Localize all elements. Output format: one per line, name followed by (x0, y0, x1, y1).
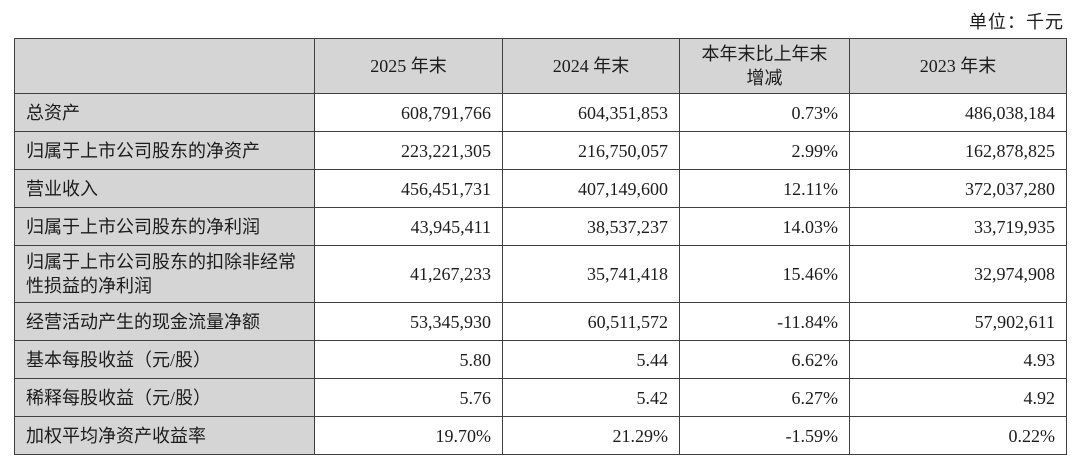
cell-y2024: 604,351,853 (502, 93, 680, 132)
cell-y2025: 608,791,766 (314, 93, 503, 132)
table-row: 归属于上市公司股东的扣除非经常性损益的净利润 41,267,233 35,741,4… (14, 245, 1067, 303)
cell-y2023: 33,719,935 (849, 207, 1067, 246)
table-row: 归属于上市公司股东的净资产 223,221,305 216,750,057 2.99%… (14, 131, 1067, 170)
cell-y2025: 223,221,305 (314, 131, 503, 170)
table-row: 经营活动产生的现金流量净额 53,345,930 60,511,572 -11.84%… (14, 302, 1067, 341)
header-cell-2025: 2025 年末 (314, 38, 503, 94)
header-cell-2023: 2023 年末 (849, 38, 1067, 94)
cell-y2023: 4.92 (849, 378, 1067, 417)
cell-y2025: 19.70% (314, 416, 503, 455)
cell-y2023: 372,037,280 (849, 169, 1067, 208)
cell-y2025: 456,451,731 (314, 169, 503, 208)
table-body: 总资产 608,791,766 604,351,853 0.73% 486,038,18… (14, 93, 1067, 455)
cell-y2025: 5.76 (314, 378, 503, 417)
cell-change: 6.62% (679, 340, 850, 379)
row-label: 总资产 (14, 93, 315, 132)
cell-y2023: 0.22% (849, 416, 1067, 455)
cell-change: -1.59% (679, 416, 850, 455)
table-header: 2025 年末 2024 年末 本年末比上年末增减 2023 年末 (14, 38, 1067, 94)
row-label: 归属于上市公司股东的扣除非经常性损益的净利润 (14, 245, 315, 303)
row-label: 营业收入 (14, 169, 315, 208)
row-label: 归属于上市公司股东的净资产 (14, 131, 315, 170)
header-row: 2025 年末 2024 年末 本年末比上年末增减 2023 年末 (14, 38, 1067, 94)
cell-change: 14.03% (679, 207, 850, 246)
cell-y2024: 216,750,057 (502, 131, 680, 170)
row-label: 基本每股收益（元/股） (14, 340, 315, 379)
table-row: 基本每股收益（元/股） 5.80 5.44 6.62% 4.93 (14, 340, 1067, 379)
cell-change: 12.11% (679, 169, 850, 208)
cell-y2023: 57,902,611 (849, 302, 1067, 341)
cell-change: 15.46% (679, 245, 850, 303)
cell-y2024: 5.44 (502, 340, 680, 379)
cell-y2024: 21.29% (502, 416, 680, 455)
cell-y2024: 5.42 (502, 378, 680, 417)
cell-y2023: 486,038,184 (849, 93, 1067, 132)
table-row: 归属于上市公司股东的净利润 43,945,411 38,537,237 14.03% 3… (14, 207, 1067, 246)
cell-y2025: 5.80 (314, 340, 503, 379)
row-label: 稀释每股收益（元/股） (14, 378, 315, 417)
cell-y2023: 4.93 (849, 340, 1067, 379)
cell-y2023: 162,878,825 (849, 131, 1067, 170)
row-label: 经营活动产生的现金流量净额 (14, 302, 315, 341)
cell-change: 0.73% (679, 93, 850, 132)
cell-change: 2.99% (679, 131, 850, 170)
cell-y2024: 38,537,237 (502, 207, 680, 246)
cell-y2023: 32,974,908 (849, 245, 1067, 303)
cell-y2024: 407,149,600 (502, 169, 680, 208)
table-row: 总资产 608,791,766 604,351,853 0.73% 486,038,18… (14, 93, 1067, 132)
cell-y2024: 35,741,418 (502, 245, 680, 303)
cell-y2024: 60,511,572 (502, 302, 680, 341)
cell-y2025: 43,945,411 (314, 207, 503, 246)
header-cell-change: 本年末比上年末增减 (679, 38, 850, 94)
financial-summary-table: 2025 年末 2024 年末 本年末比上年末增减 2023 年末 总资产 608… (14, 38, 1067, 455)
cell-change: 6.27% (679, 378, 850, 417)
table-row: 加权平均净资产收益率 19.70% 21.29% -1.59% 0.22% (14, 416, 1067, 455)
header-cell-blank (14, 38, 315, 94)
header-cell-2024: 2024 年末 (502, 38, 680, 94)
cell-change: -11.84% (679, 302, 850, 341)
table-row: 稀释每股收益（元/股） 5.76 5.42 6.27% 4.92 (14, 378, 1067, 417)
row-label: 加权平均净资产收益率 (14, 416, 315, 455)
table-row: 营业收入 456,451,731 407,149,600 12.11% 372,037,… (14, 169, 1067, 208)
row-label: 归属于上市公司股东的净利润 (14, 207, 315, 246)
cell-y2025: 53,345,930 (314, 302, 503, 341)
cell-y2025: 41,267,233 (314, 245, 503, 303)
unit-label: 单位：千元 (969, 12, 1064, 32)
